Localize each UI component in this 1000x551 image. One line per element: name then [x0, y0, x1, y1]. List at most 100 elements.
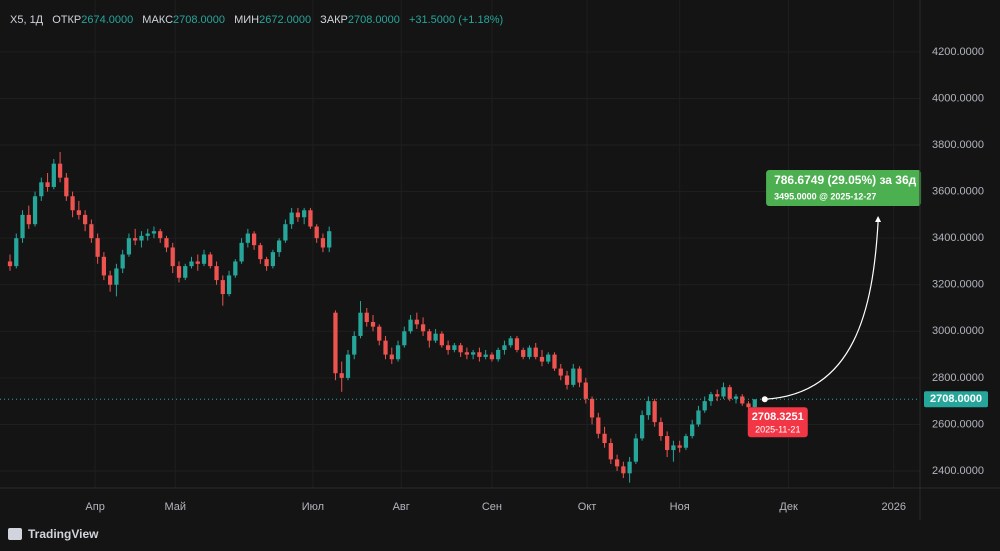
candle-body — [571, 368, 576, 385]
candle-body — [283, 224, 288, 241]
candle-body — [552, 354, 557, 369]
y-tick-label: 3000.0000 — [932, 325, 984, 337]
candle-body — [564, 375, 570, 385]
y-tick-label: 3800.0000 — [932, 139, 984, 151]
candle-body — [220, 280, 225, 295]
candle-body — [439, 333, 444, 346]
candle-body — [333, 312, 338, 374]
candle-body — [101, 256, 107, 276]
candle-body — [26, 214, 31, 225]
candle-body — [502, 345, 507, 350]
candle-body — [39, 182, 44, 197]
symbol: X5, 1Д — [10, 14, 44, 26]
candle-body — [270, 252, 275, 267]
brand-name[interactable]: TradingView — [28, 527, 99, 541]
candle-body — [708, 394, 714, 402]
candle-body — [633, 438, 638, 462]
candle-body — [314, 226, 319, 239]
candle-body — [583, 382, 588, 399]
candle-body — [752, 399, 757, 408]
y-tick-label: 2800.0000 — [932, 372, 984, 384]
candle-body — [170, 247, 175, 267]
logo-icon — [8, 528, 22, 540]
candle-body — [277, 240, 282, 253]
candle-body — [577, 368, 582, 383]
candle-body — [652, 401, 657, 423]
low-label: МИН — [234, 14, 259, 26]
candle-body — [214, 266, 219, 281]
x-tick-label: Ноя — [670, 501, 690, 513]
candle-body — [602, 433, 607, 444]
candle-body — [139, 235, 144, 241]
candle-body — [658, 422, 664, 437]
y-tick-label: 2600.0000 — [932, 418, 984, 430]
forecast-target-text: 3495.0000 @ 2025-12-27 — [774, 191, 876, 201]
candle-body — [239, 242, 244, 262]
x-tick-label: Сен — [482, 501, 502, 513]
candle-body — [189, 261, 194, 267]
candle-body — [7, 261, 13, 267]
candle-body — [521, 349, 526, 357]
candle-body — [14, 238, 19, 267]
candle-body — [258, 245, 263, 260]
candle-body — [358, 312, 363, 336]
candle-body — [533, 347, 538, 357]
forecast-start-value: 2708.3251 — [752, 411, 804, 423]
x-tick-label: Июл — [302, 501, 324, 513]
forecast-start — [761, 396, 768, 403]
candle-body — [145, 233, 150, 236]
candle-body — [427, 331, 432, 341]
forecast-change: 786.6749 (29.05%) за 36д — [774, 173, 917, 187]
candle-body — [420, 324, 426, 332]
brand-logo[interactable]: TradingView — [8, 527, 99, 541]
candle-body — [208, 254, 213, 267]
candle-body — [414, 319, 419, 325]
candle-body — [433, 333, 438, 341]
candle-body — [489, 354, 495, 360]
candle-body — [539, 356, 545, 362]
candle-body — [514, 338, 520, 350]
candle-body — [264, 259, 269, 267]
candle-body — [546, 354, 551, 362]
candle-body — [740, 396, 745, 404]
candle-body — [120, 254, 125, 269]
candle-body — [389, 354, 394, 360]
candle-body — [370, 321, 376, 327]
forecast-start-date: 2025-11-21 — [755, 425, 800, 435]
candle-body — [527, 347, 532, 357]
forecast-start-box — [747, 407, 808, 438]
candle-body — [89, 224, 94, 239]
candle-body — [665, 436, 670, 451]
x-tick-label: Май — [164, 501, 186, 513]
candle-body — [395, 345, 401, 360]
candle-body — [82, 214, 88, 225]
candle-body — [445, 345, 451, 350]
high-label: МАКС — [142, 14, 173, 26]
x-tick-label: Дек — [779, 501, 798, 513]
candle-body — [183, 266, 188, 278]
candle-body — [108, 275, 113, 285]
candle-body — [746, 403, 751, 408]
candle-body — [639, 415, 645, 439]
candle-body — [51, 163, 56, 187]
candle-body — [164, 238, 169, 248]
candle-body — [558, 368, 563, 376]
candle-body — [295, 212, 301, 218]
candle-body — [621, 466, 626, 474]
candle-body — [383, 340, 388, 355]
last-price-tag — [924, 391, 988, 408]
candle-body — [364, 312, 369, 322]
candle-body — [471, 352, 476, 355]
forecast-target-box — [766, 170, 922, 207]
candle-body — [233, 261, 238, 276]
candle-body — [339, 373, 344, 378]
candle-body — [715, 394, 720, 397]
candle-body — [195, 261, 200, 264]
x-tick-label: Авг — [393, 501, 410, 513]
candle-body — [320, 238, 326, 248]
candle-body — [201, 254, 207, 264]
candle-body — [690, 424, 695, 437]
y-tick-label: 3600.0000 — [932, 186, 984, 198]
candle-body — [289, 212, 294, 225]
